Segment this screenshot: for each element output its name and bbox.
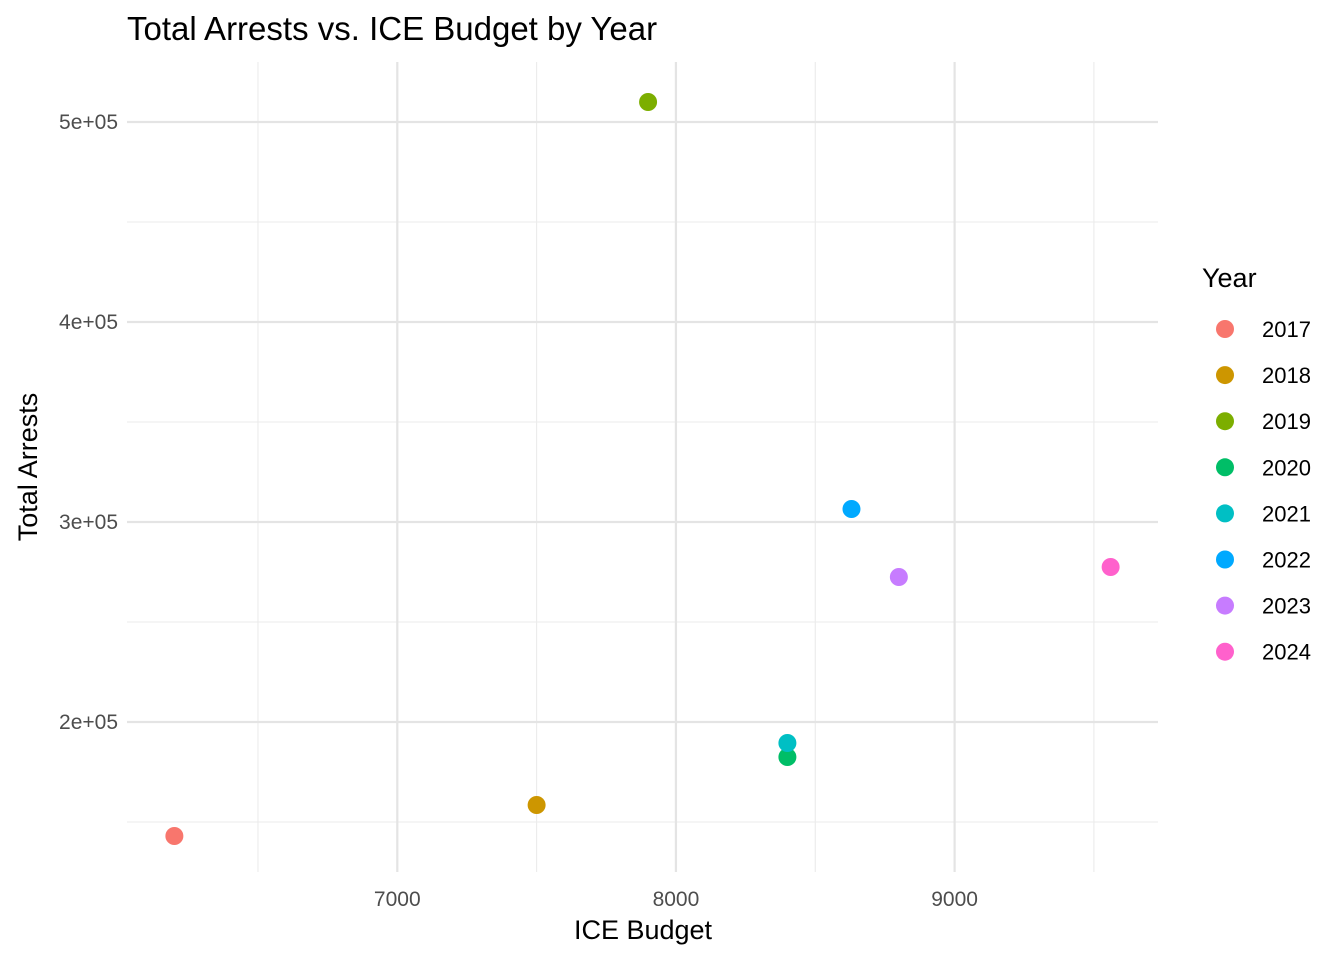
y-axis-label: Total Arrests xyxy=(13,393,43,542)
legend-title: Year xyxy=(1202,263,1257,293)
data-point-2024 xyxy=(1101,558,1120,576)
data-points xyxy=(165,93,1120,845)
data-point-2022 xyxy=(842,500,861,518)
legend-label-2024: 2024 xyxy=(1262,640,1311,665)
legend-key-2017 xyxy=(1216,320,1234,338)
data-point-2017 xyxy=(165,827,184,845)
data-point-2023 xyxy=(889,568,908,586)
legend-label-2022: 2022 xyxy=(1262,548,1311,573)
legend-key-2021 xyxy=(1216,504,1234,523)
legend-key-2023 xyxy=(1216,596,1234,615)
x-axis-label: ICE Budget xyxy=(574,915,713,945)
y-tick-label: 4e+05 xyxy=(59,311,118,334)
legend-key-2018 xyxy=(1216,366,1234,385)
legend-key-2019 xyxy=(1216,412,1234,431)
legend-key-2024 xyxy=(1216,642,1234,661)
y-tick-label: 2e+05 xyxy=(59,711,118,734)
x-tick-label: 8000 xyxy=(653,888,700,911)
data-point-2018 xyxy=(527,796,546,814)
data-point-2020 xyxy=(778,748,797,766)
legend-label-2021: 2021 xyxy=(1262,501,1311,526)
legend-key-2020 xyxy=(1216,458,1234,477)
x-tick-label: 9000 xyxy=(931,888,978,911)
y-tick-label: 3e+05 xyxy=(59,511,118,534)
legend: Year 2017 2018 2019 2020 2021 2022 2023 2024 xyxy=(1202,263,1311,665)
data-point-2021 xyxy=(778,734,797,752)
y-tick-label: 5e+05 xyxy=(59,111,118,134)
legend-items: 2017 2018 2019 2020 2021 2022 2023 2024 xyxy=(1216,317,1311,665)
legend-label-2018: 2018 xyxy=(1262,363,1311,388)
legend-label-2020: 2020 xyxy=(1262,455,1311,480)
grid-lines xyxy=(127,62,1158,872)
legend-label-2017: 2017 xyxy=(1262,317,1311,342)
chart-title: Total Arrests vs. ICE Budget by Year xyxy=(127,10,657,47)
legend-label-2019: 2019 xyxy=(1262,409,1311,434)
x-tick-label: 7000 xyxy=(374,888,421,911)
legend-label-2023: 2023 xyxy=(1262,594,1311,619)
data-point-2019 xyxy=(639,93,658,111)
tick-labels: 7000 8000 9000 2e+05 3e+05 4e+05 5e+05 xyxy=(59,111,978,911)
legend-key-2022 xyxy=(1216,550,1234,569)
